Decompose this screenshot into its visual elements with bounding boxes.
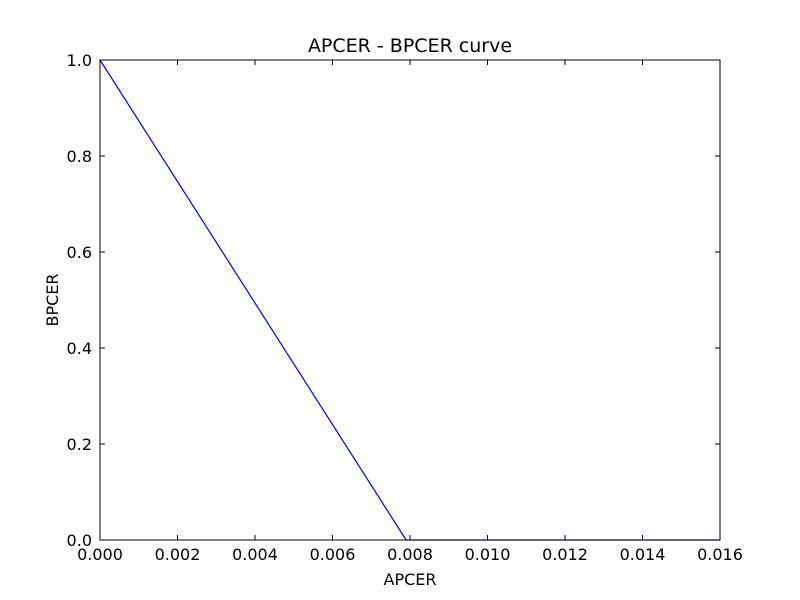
y-tick-label: 0.6 xyxy=(67,243,92,262)
x-tick-label: 0.000 xyxy=(77,545,123,564)
y-tick-label: 1.0 xyxy=(67,51,92,70)
x-axis-label: APCER xyxy=(384,570,437,589)
x-tick-label: 0.002 xyxy=(155,545,201,564)
plot-frame xyxy=(99,59,721,541)
x-tick-label: 0.008 xyxy=(387,545,433,564)
x-tick-label: 0.014 xyxy=(620,545,666,564)
y-tick-label: 0.2 xyxy=(67,435,92,454)
x-tick-label: 0.004 xyxy=(232,545,278,564)
y-axis-label: BPCER xyxy=(43,273,62,326)
chart-title: APCER - BPCER curve xyxy=(308,35,512,57)
series-line xyxy=(99,59,720,541)
x-tick-label: 0.010 xyxy=(465,545,511,564)
y-tick-label: 0.8 xyxy=(67,147,92,166)
x-tick-label: 0.012 xyxy=(542,545,588,564)
x-tick-label: 0.006 xyxy=(310,545,356,564)
y-tick-label: 0.4 xyxy=(67,339,92,358)
y-tick-label: 0.0 xyxy=(67,531,92,550)
x-tick-label: 0.016 xyxy=(697,545,743,564)
plot-area: 0.000 0.002 0.004 0.006 0.008 0.010 0.012 0.014… xyxy=(67,51,743,564)
